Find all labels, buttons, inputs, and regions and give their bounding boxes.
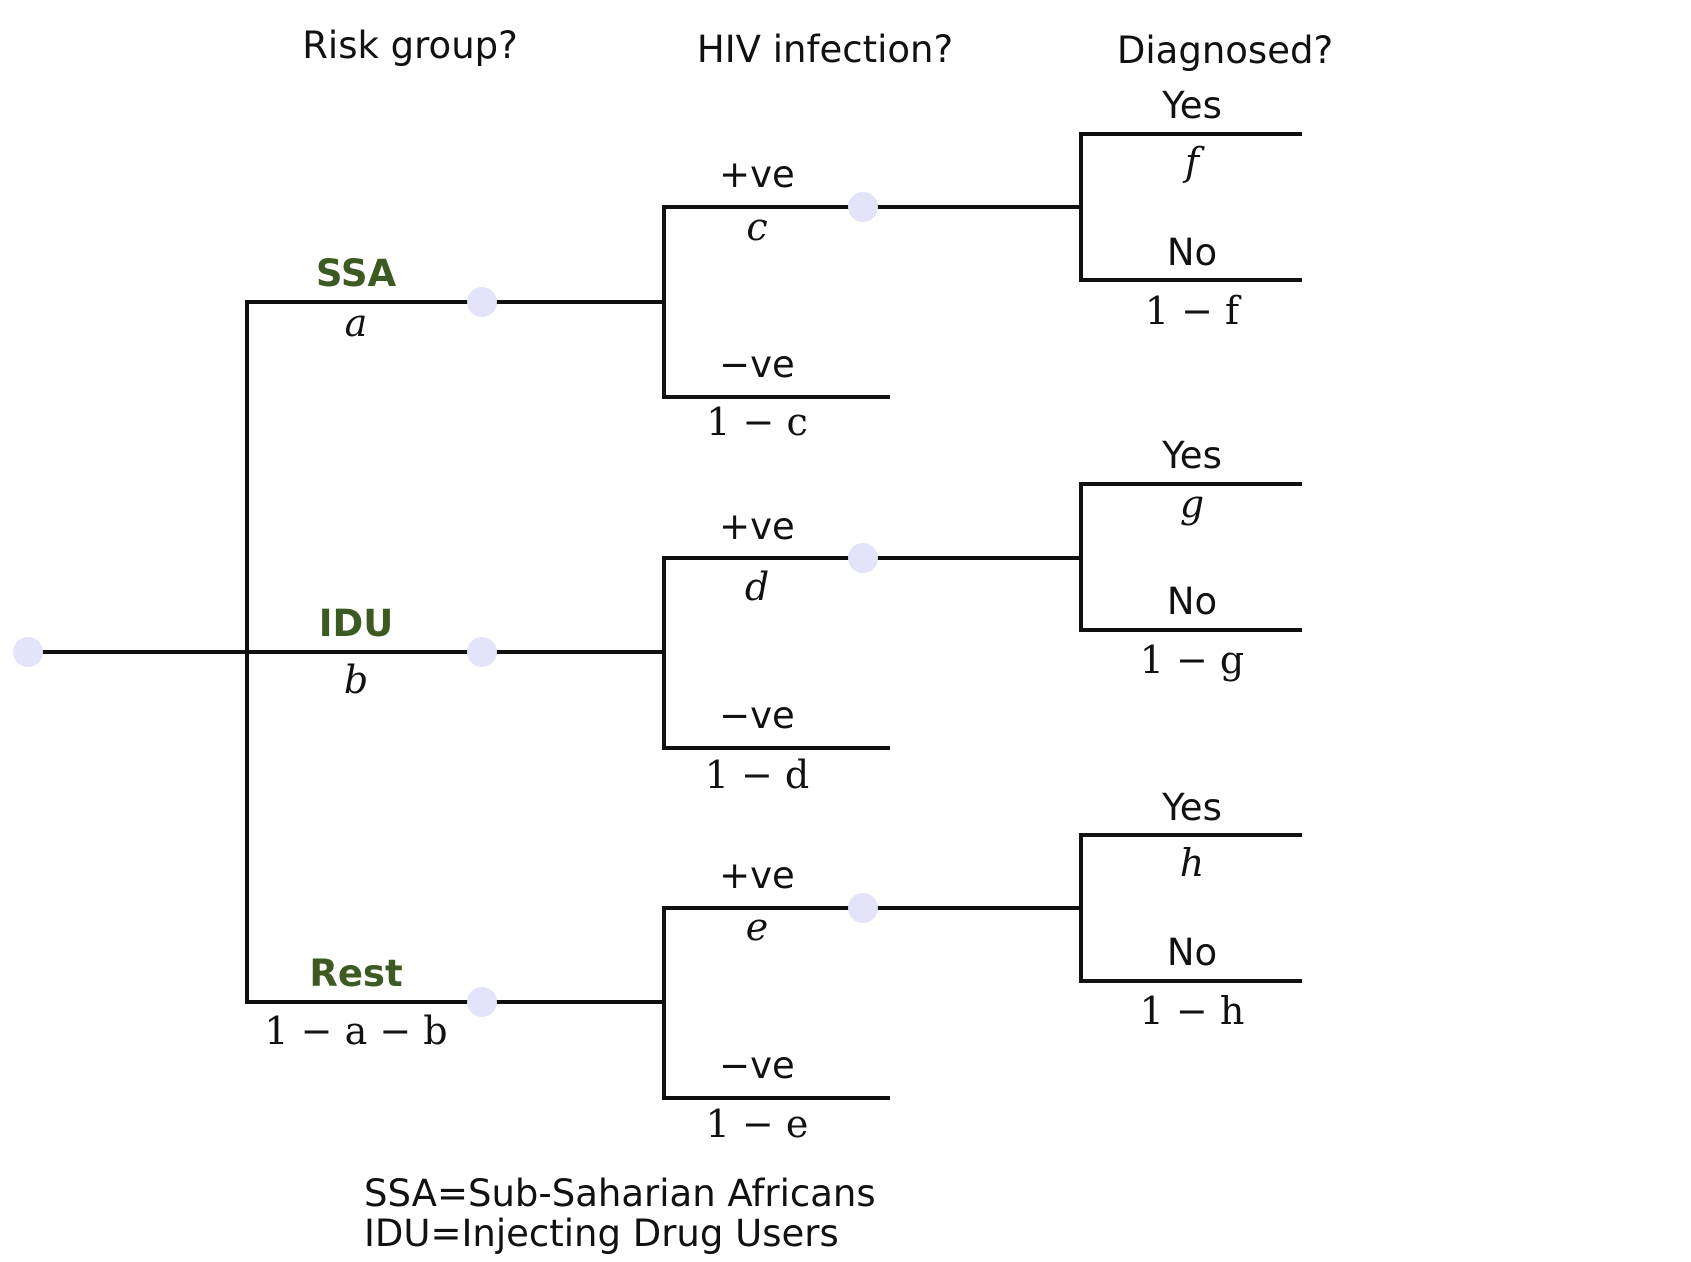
infection-pos-label-rest: +ve <box>719 854 795 897</box>
diagnosis-yes-label-rest: Yes <box>1161 786 1222 829</box>
infection-neg-label-idu: −ve <box>719 694 795 737</box>
diagnosis-no-prob-rest: 1 − h <box>1140 989 1245 1033</box>
diagnosis-yes-label-idu: Yes <box>1161 434 1222 477</box>
root-chance-node <box>13 637 43 667</box>
chance-node-idu <box>467 637 497 667</box>
chance-node-rest <box>467 987 497 1017</box>
infection-pos-label-idu: +ve <box>719 505 795 548</box>
legend-line-idu: IDU=Injecting Drug Users <box>364 1212 839 1255</box>
diagnosis-yes-label-ssa: Yes <box>1161 84 1222 127</box>
infection-pos-label-ssa: +ve <box>719 153 795 196</box>
infection-neg-prob-ssa: 1 − c <box>706 400 807 444</box>
group-ssa: SSA a +ve c −ve 1 − c Yes f No 1 − f <box>245 84 1302 444</box>
header-diagnosed: Diagnosed? <box>1117 29 1333 72</box>
group-label-idu: IDU <box>319 602 394 645</box>
infection-chance-node-rest <box>848 893 878 923</box>
group-rest: Rest 1 − a − b +ve e −ve 1 − e Yes h No … <box>245 786 1302 1146</box>
infection-chance-node-ssa <box>848 192 878 222</box>
infection-neg-label-ssa: −ve <box>719 343 795 386</box>
group-prob-ssa: a <box>345 301 368 345</box>
infection-pos-prob-rest: e <box>746 905 769 949</box>
infection-neg-label-rest: −ve <box>719 1044 795 1087</box>
infection-neg-prob-rest: 1 − e <box>706 1102 809 1146</box>
infection-chance-node-idu <box>848 543 878 573</box>
diagnosis-yes-prob-idu: g <box>1180 482 1204 526</box>
infection-pos-prob-ssa: c <box>746 205 767 249</box>
diagnosis-no-label-rest: No <box>1167 931 1217 974</box>
group-idu: IDU b +ve d −ve 1 − d Yes g No 1 − g <box>245 434 1302 797</box>
legend-line-ssa: SSA=Sub-Saharian Africans <box>364 1172 876 1215</box>
group-label-ssa: SSA <box>316 252 397 295</box>
diagnosis-no-label-ssa: No <box>1167 231 1217 274</box>
diagnosis-yes-prob-ssa: f <box>1182 140 1205 184</box>
legend: SSA=Sub-Saharian Africans IDU=Injecting … <box>364 1172 876 1255</box>
root-branch <box>13 300 249 1004</box>
header-hiv-infection: HIV infection? <box>697 28 953 71</box>
diagnosis-yes-prob-rest: h <box>1180 841 1204 885</box>
diagnosis-no-prob-ssa: 1 − f <box>1145 289 1242 333</box>
group-prob-rest: 1 − a − b <box>264 1009 447 1053</box>
header-risk-group: Risk group? <box>302 24 518 67</box>
chance-node-ssa <box>467 287 497 317</box>
group-label-rest: Rest <box>309 952 402 995</box>
diagnosis-no-prob-idu: 1 − g <box>1140 638 1245 682</box>
group-prob-idu: b <box>344 658 368 702</box>
infection-pos-prob-idu: d <box>745 565 769 609</box>
diagnosis-no-label-idu: No <box>1167 580 1217 623</box>
infection-neg-prob-idu: 1 − d <box>705 753 810 797</box>
